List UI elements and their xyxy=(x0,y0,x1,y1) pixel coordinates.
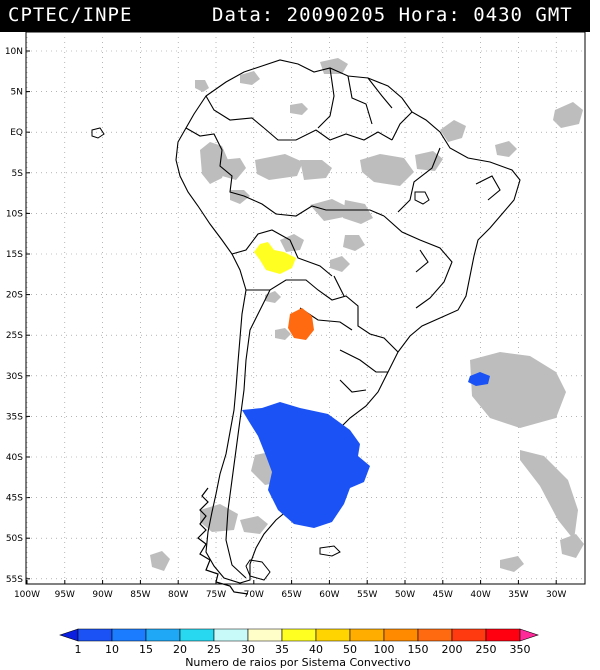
lat-label: 5N xyxy=(11,88,23,98)
lon-label: 70W xyxy=(244,590,264,600)
colorbar-tick-label: 25 xyxy=(207,643,221,656)
cloud-cover xyxy=(150,58,584,572)
lat-label: 25S xyxy=(6,331,23,341)
colorbar-tick-label: 100 xyxy=(374,643,395,656)
chile-fjords xyxy=(197,487,249,595)
lat-label: 50S xyxy=(6,534,23,544)
colorbar-tick-label: 350 xyxy=(510,643,531,656)
lat-label: EQ xyxy=(10,128,23,138)
colorbar-tick-label: 250 xyxy=(476,643,497,656)
lat-label: 5S xyxy=(12,169,24,179)
lat-label: 10N xyxy=(5,47,23,57)
lat-label: 40S xyxy=(6,453,23,463)
lon-label: 85W xyxy=(130,590,150,600)
datetime-title: Data: 20090205 Hora: 0430 GMT xyxy=(212,4,573,26)
lon-label: 95W xyxy=(55,590,75,600)
patagonia-cluster xyxy=(242,402,370,528)
colorbar-swatch xyxy=(247,628,283,642)
colorbar-tick-label: 20 xyxy=(173,643,187,656)
colorbar: 1 10 15 20 25 30 35 40 50 100 150 200 250 350 xyxy=(59,628,539,656)
lat-label: 10S xyxy=(6,209,23,219)
colorbar-swatch xyxy=(145,628,181,642)
colorbar-swatch xyxy=(417,628,453,642)
colorbar-swatch xyxy=(77,628,113,642)
lat-label: 35S xyxy=(6,412,23,422)
colorbar-swatch xyxy=(383,628,419,642)
bolivia-cell xyxy=(254,242,296,274)
lat-label: 15S xyxy=(6,250,23,260)
lon-label: 100W xyxy=(14,590,40,600)
lat-label: 30S xyxy=(6,372,23,382)
map-header: CPTEC/INPE Data: 20090205 Hora: 0430 GMT xyxy=(0,0,590,32)
colorbar-swatch xyxy=(485,628,521,642)
colorbar-swatch xyxy=(519,628,539,642)
colorbar-swatch xyxy=(111,628,147,642)
colorbar-tick-label: 35 xyxy=(275,643,289,656)
colorbar-tick-label: 30 xyxy=(241,643,255,656)
lon-label: 80W xyxy=(168,590,188,600)
colorbar-tick-label: 200 xyxy=(442,643,463,656)
lon-label: 30W xyxy=(546,590,566,600)
source-title: CPTEC/INPE xyxy=(8,4,133,26)
lon-label: 50W xyxy=(395,590,415,600)
paraguay-cell xyxy=(288,308,314,340)
islands xyxy=(91,127,430,581)
colorbar-swatch xyxy=(213,628,249,642)
lon-label: 35W xyxy=(508,590,528,600)
lat-label: 20S xyxy=(6,291,23,301)
colorbar-tick-label: 15 xyxy=(139,643,153,656)
lon-label: 40W xyxy=(470,590,490,600)
colorbar-swatch xyxy=(59,628,79,642)
colorbar-tick-label: 40 xyxy=(309,643,323,656)
lon-label: 60W xyxy=(319,590,339,600)
lon-label: 65W xyxy=(281,590,301,600)
colorbar-tick-label: 10 xyxy=(105,643,119,656)
lat-label: 55S xyxy=(6,575,23,585)
atlantic-cell xyxy=(468,372,490,386)
lon-label: 90W xyxy=(92,590,112,600)
colorbar-tick-label: 150 xyxy=(408,643,429,656)
colorbar-swatch xyxy=(315,628,351,642)
lon-label: 55W xyxy=(357,590,377,600)
colorbar-swatch xyxy=(281,628,317,642)
colorbar-label: Numero de raios por Sistema Convectivo xyxy=(185,656,411,669)
colorbar-tick-label: 50 xyxy=(343,643,357,656)
lat-label: 45S xyxy=(6,494,23,504)
colorbar-swatch xyxy=(179,628,215,642)
colorbar-swatch xyxy=(451,628,487,642)
lon-label: 45W xyxy=(433,590,453,600)
colorbar-swatch xyxy=(349,628,385,642)
colorbar-tick-label: 1 xyxy=(75,643,82,656)
lon-label: 75W xyxy=(206,590,226,600)
